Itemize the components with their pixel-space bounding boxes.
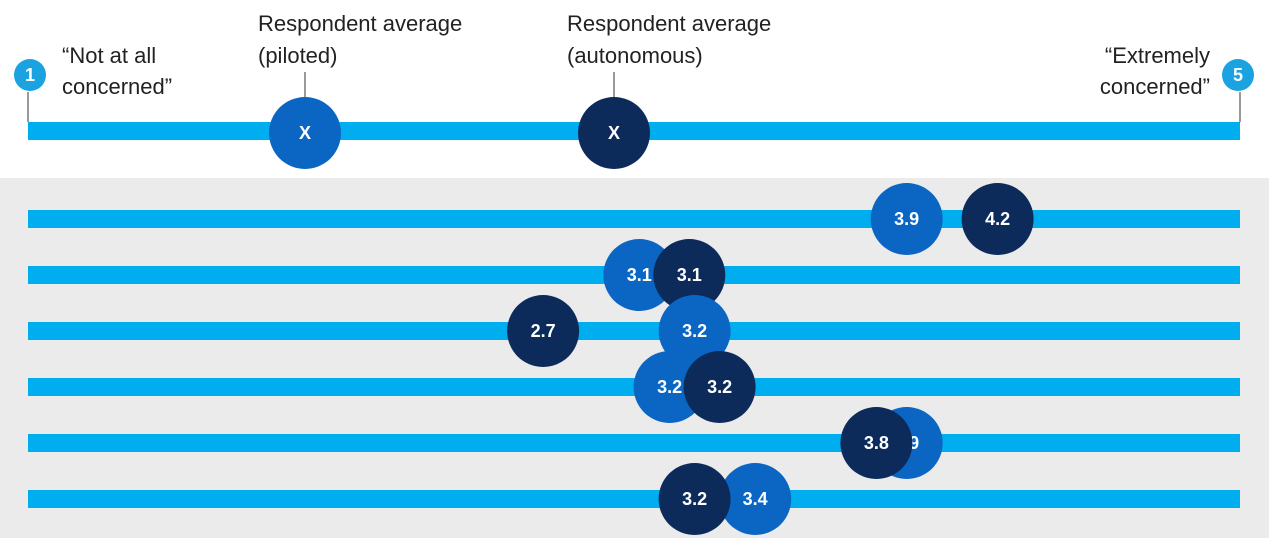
scale-description: “Extremely [1105,43,1210,68]
scale-end-marker [14,59,46,91]
row-bar [28,490,1240,508]
dot [683,351,756,423]
dot-label: 3.4 [743,489,768,509]
dot [603,239,676,311]
scale-description: concerned” [1100,74,1210,99]
row-bar [28,322,1240,340]
scale-end-label: 5 [1233,65,1243,85]
dot-label: 3.2 [682,321,707,341]
dot [633,351,706,423]
legend-label: (piloted) [258,43,337,68]
scale-end-marker [1222,59,1254,91]
scale-end-label: 1 [25,65,35,85]
rows-background [0,178,1269,538]
dot-label: 3.2 [707,377,732,397]
dot [840,407,913,479]
dot [719,463,792,535]
dot-label: 3.1 [627,265,652,285]
dot-label: 3.8 [864,433,889,453]
row-bar [28,210,1240,228]
dot-label: 3.1 [677,265,702,285]
dot [507,295,580,367]
dot [653,239,726,311]
dot-label: 2.7 [531,321,556,341]
dot-label: 3.2 [682,489,707,509]
scale-description: concerned” [62,74,172,99]
row-bar [28,434,1240,452]
legend-marker [269,97,341,169]
dot [961,183,1034,255]
dot [870,183,943,255]
legend-marker-text: X [299,123,311,143]
legend-label: (autonomous) [567,43,703,68]
dot [658,295,731,367]
legend-marker-text: X [608,123,620,143]
legend-marker [578,97,650,169]
legend-label: Respondent average [258,11,462,36]
dot [658,463,731,535]
dot-label: 4.2 [985,209,1010,229]
legend-label: Respondent average [567,11,771,36]
scale-description: “Not at all [62,43,156,68]
dot-label: 3.9 [894,209,919,229]
dot-label: 3.2 [657,377,682,397]
